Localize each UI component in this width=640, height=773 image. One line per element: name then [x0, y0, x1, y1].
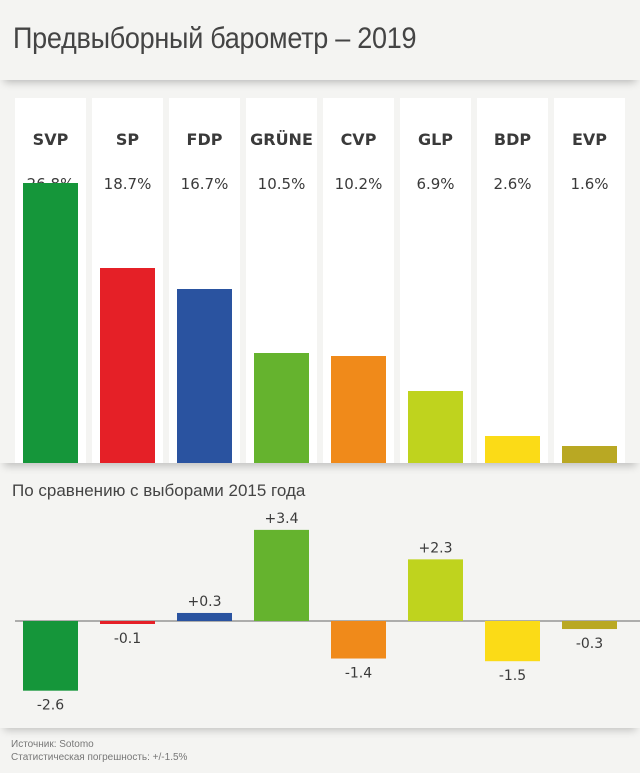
page-title: Предвыборный барометр – 2019 — [13, 22, 417, 55]
party-panel: SVP26.8% — [15, 98, 86, 463]
result-bar — [562, 446, 617, 463]
error-margin-note: Статистическая погрешность: +/-1.5% — [11, 752, 188, 763]
party-name: CVP — [340, 130, 377, 149]
party-name: GLP — [417, 130, 454, 149]
party-name: BDP — [493, 130, 532, 149]
footer: Источник: Sotomo Статистическая погрешно… — [11, 738, 187, 764]
change-label: -1.5 — [499, 668, 526, 684]
party-percent: 2.6% — [493, 175, 532, 193]
party-panel: EVP 1.6% — [554, 98, 625, 463]
party-percent: 6.9% — [416, 175, 455, 193]
result-bar — [408, 390, 463, 463]
party-percent: 18.7% — [103, 175, 152, 193]
change-bar — [100, 621, 155, 624]
party-panel: GLP 6.9% — [400, 98, 471, 463]
change-bar — [408, 559, 463, 621]
change-label: -2.6 — [37, 698, 64, 714]
change-label: +3.4 — [265, 511, 299, 527]
party-panel: BDP 2.6% — [477, 98, 548, 463]
header: Предвыборный барометр – 2019 — [0, 0, 640, 80]
change-label: -0.1 — [114, 631, 141, 647]
party-percent: 10.5% — [257, 175, 306, 193]
change-bar — [177, 612, 232, 621]
change-label: -0.3 — [576, 636, 603, 652]
change-label: +0.3 — [188, 594, 222, 610]
result-bar — [331, 356, 386, 463]
change-label: +2.3 — [419, 540, 453, 556]
result-bar — [177, 288, 232, 463]
party-name: EVP — [571, 130, 608, 149]
party-panel: FDP 16.7% — [169, 98, 240, 463]
change-bar — [331, 621, 386, 659]
change-bar — [254, 529, 309, 621]
party-name: SVP — [32, 130, 69, 149]
comparison-title: По сравнению с выборами 2015 года — [12, 481, 306, 500]
comparison-section — [0, 463, 640, 728]
change-bar — [562, 621, 617, 630]
party-name: SP — [115, 130, 140, 149]
change-bar — [23, 621, 78, 691]
party-percent: 16.7% — [180, 175, 229, 193]
party-panel: SP 18.7% — [92, 98, 163, 463]
party-name: FDP — [186, 130, 223, 149]
change-bar — [485, 621, 540, 662]
party-panel: GRÜNE 10.5% — [246, 98, 317, 463]
change-label: -1.4 — [345, 666, 372, 682]
result-bar — [254, 353, 309, 463]
result-bar — [23, 183, 78, 463]
results-chart: SVP26.8% SP 18.7% FDP 16.7% GRÜNE 10.5% CVP 10.2… — [0, 80, 640, 463]
source-note: Источник: Sotomo — [11, 739, 94, 750]
party-percent: 1.6% — [570, 175, 609, 193]
party-percent: 10.2% — [334, 175, 383, 193]
party-panel: CVP 10.2% — [323, 98, 394, 463]
party-name: GRÜNE — [250, 130, 313, 149]
result-bar — [100, 267, 155, 463]
result-bar — [485, 435, 540, 463]
